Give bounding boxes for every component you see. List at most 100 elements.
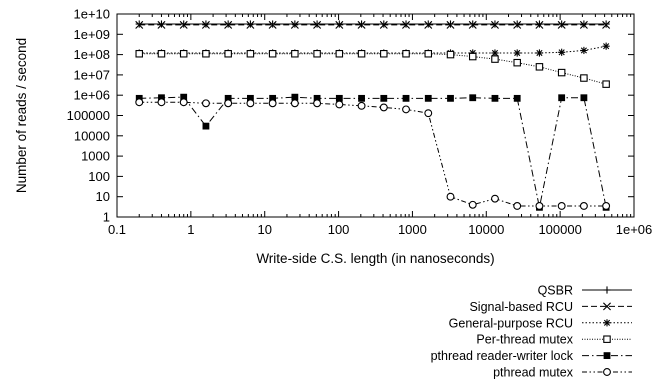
series-line <box>139 101 607 207</box>
data-point <box>535 63 544 71</box>
data-point <box>513 20 521 28</box>
series-pthread-mutex <box>135 98 611 210</box>
legend-label: General-purpose RCU <box>449 316 573 330</box>
data-point <box>224 50 232 58</box>
data-point <box>468 52 477 61</box>
data-point <box>558 20 566 28</box>
data-point <box>157 50 166 58</box>
y-axis-ticks: 1 10 100 1000 10000 100000 1e+06 1e+07 1e+08 1e+0… <box>67 7 634 225</box>
data-point <box>179 50 188 58</box>
data-point <box>446 192 455 201</box>
x-tick-label: 100000 <box>538 222 581 237</box>
data-point <box>313 99 322 108</box>
data-point <box>469 94 477 102</box>
data-point <box>357 20 366 28</box>
y-tick-label: 100 <box>88 169 110 184</box>
data-point <box>313 94 321 102</box>
data-point <box>402 94 410 102</box>
y-tick-label: 10000 <box>74 128 110 143</box>
legend-item: pthread reader-writer lock <box>431 349 632 363</box>
data-point <box>201 20 210 29</box>
data-point <box>224 20 233 29</box>
y-tick-label: 1e+10 <box>73 7 110 22</box>
data-point <box>491 55 499 63</box>
legend-item: General-purpose RCU <box>449 316 632 330</box>
data-point <box>402 20 411 29</box>
data-point <box>268 50 277 58</box>
data-point <box>202 122 210 130</box>
y-tick-label: 1 <box>103 210 110 225</box>
y-tick-label: 1e+07 <box>73 67 110 82</box>
y-tick-label: 1e+08 <box>73 47 110 62</box>
legend-swatch-marker <box>603 302 611 311</box>
x-tick-label: 0.1 <box>108 222 126 237</box>
legend-swatch-marker <box>603 319 611 327</box>
data-point <box>380 20 388 28</box>
data-point <box>135 98 144 107</box>
data-point <box>246 20 255 29</box>
x-axis-label: Write-side C.S. length (in nanoseconds) <box>256 251 494 266</box>
data-point <box>446 50 455 59</box>
y-tick-label: 100000 <box>67 108 110 123</box>
data-point <box>402 105 410 114</box>
x-tick-label: 100 <box>328 222 350 237</box>
data-point <box>424 94 432 102</box>
x-tick-label: 1e+06 <box>616 222 653 237</box>
data-point <box>535 49 544 57</box>
data-point <box>379 20 388 29</box>
data-point <box>602 20 611 29</box>
series-layer <box>135 20 611 211</box>
data-point <box>335 50 344 58</box>
legend-item: pthread mutex <box>493 366 632 380</box>
data-point <box>513 20 522 29</box>
data-point <box>313 20 321 28</box>
data-point <box>580 94 588 102</box>
data-point <box>357 50 366 58</box>
x-tick-label: 1 <box>187 222 194 237</box>
x-tick-label: 10000 <box>468 222 504 237</box>
plot-frame <box>116 13 635 218</box>
data-point <box>335 100 344 109</box>
x-tick-label: 1000 <box>398 222 427 237</box>
data-point <box>201 99 210 108</box>
series-line <box>139 96 607 208</box>
data-point <box>313 50 321 58</box>
data-point <box>424 20 433 29</box>
data-point <box>290 99 299 108</box>
data-point <box>379 103 388 112</box>
data-point <box>380 50 388 58</box>
data-point <box>491 49 499 57</box>
legend-item: Signal-based RCU <box>469 300 632 314</box>
data-point <box>380 94 388 102</box>
data-point <box>490 20 499 29</box>
data-point <box>602 42 610 50</box>
data-point <box>491 194 499 203</box>
data-point <box>557 68 566 77</box>
data-point <box>224 20 232 28</box>
data-point <box>246 99 255 108</box>
legend-label: Per-thread mutex <box>476 333 573 347</box>
data-point <box>602 80 610 88</box>
data-point <box>579 20 588 29</box>
data-point <box>268 20 277 29</box>
data-point <box>580 46 588 55</box>
data-point <box>558 94 566 102</box>
legend-item: Per-thread mutex <box>476 333 632 347</box>
data-point <box>202 20 210 28</box>
data-point <box>135 20 143 28</box>
data-point <box>580 20 588 28</box>
legend-swatch-marker <box>603 335 611 343</box>
data-point <box>557 202 566 210</box>
data-point <box>135 50 143 58</box>
data-point <box>469 20 477 28</box>
data-point <box>158 94 165 102</box>
data-point <box>246 94 254 102</box>
data-point <box>291 20 299 28</box>
y-axis-label: Number of reads / second <box>14 38 29 193</box>
data-point <box>269 94 277 102</box>
data-point <box>357 101 366 110</box>
data-point <box>446 20 455 28</box>
data-point <box>535 20 544 28</box>
data-point <box>290 20 299 29</box>
